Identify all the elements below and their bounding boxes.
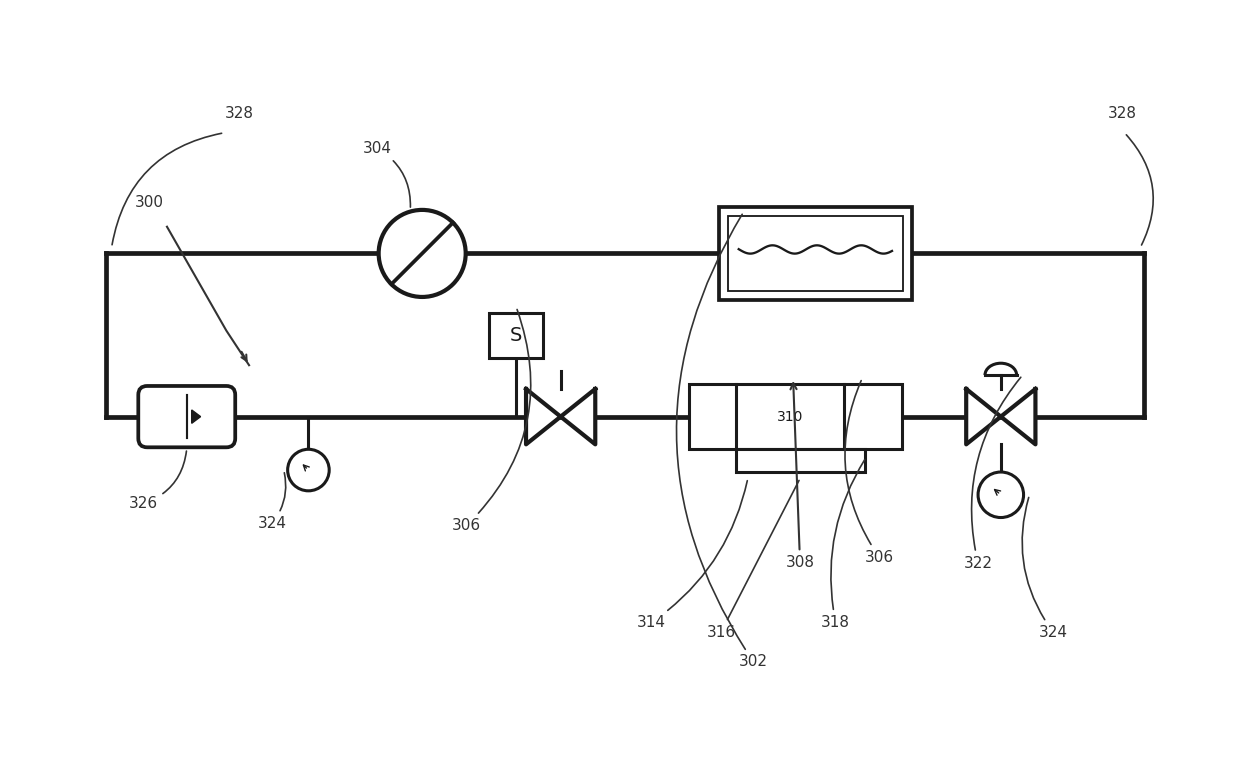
Polygon shape [560, 389, 595, 444]
Bar [689, 384, 901, 449]
Circle shape [978, 472, 1023, 518]
Bar [737, 449, 864, 472]
FancyBboxPatch shape [139, 386, 236, 447]
Text: 308: 308 [785, 384, 815, 570]
Polygon shape [192, 410, 201, 423]
Bar [728, 216, 903, 291]
Text: 328: 328 [1109, 106, 1137, 121]
Text: 314: 314 [637, 481, 748, 630]
Bar [719, 207, 911, 300]
Polygon shape [966, 389, 1001, 444]
Bar [489, 313, 543, 358]
Text: 306: 306 [453, 309, 531, 533]
Text: 316: 316 [707, 480, 799, 640]
Circle shape [378, 210, 466, 297]
Text: S: S [510, 326, 522, 345]
Text: 304: 304 [363, 141, 410, 207]
Text: 324: 324 [1022, 498, 1068, 640]
Text: 328: 328 [224, 106, 254, 121]
Text: 300: 300 [135, 195, 164, 210]
Polygon shape [526, 389, 560, 444]
Text: 310: 310 [777, 410, 804, 423]
Text: 302: 302 [677, 214, 768, 670]
Text: 324: 324 [258, 472, 286, 531]
Text: 322: 322 [963, 377, 1021, 571]
Text: 318: 318 [821, 459, 864, 630]
Circle shape [288, 449, 329, 491]
Polygon shape [1001, 389, 1035, 444]
Text: 306: 306 [844, 380, 894, 565]
Text: 326: 326 [129, 451, 186, 511]
